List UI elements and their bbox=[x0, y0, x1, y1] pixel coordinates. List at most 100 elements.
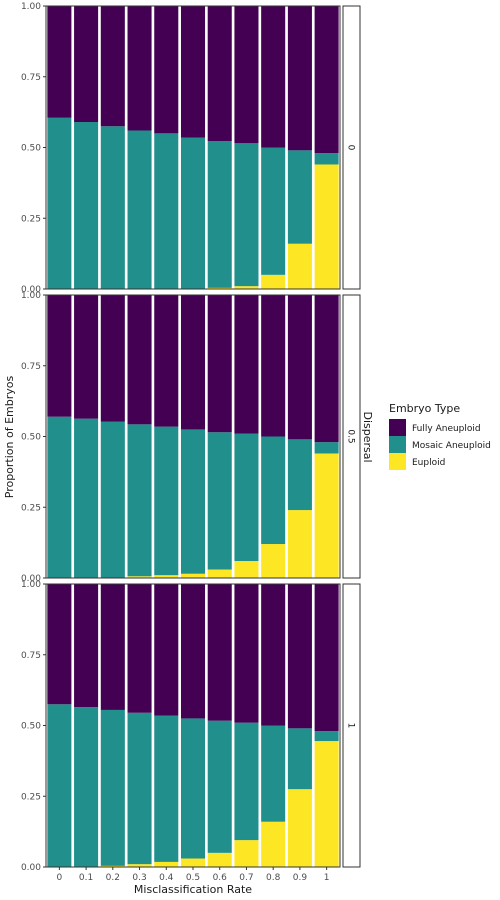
bar-mosaic-1-0.5 bbox=[180, 718, 206, 859]
bar-euploid-0.5-0.5 bbox=[180, 573, 206, 578]
facet-panel-0: 0.00 0.25 0.50 0.75 1.00 0 bbox=[21, 2, 361, 295]
facet-strip-title: Dispersal bbox=[361, 411, 374, 462]
bar-mosaic-1-0.4 bbox=[154, 715, 179, 862]
y-tick-label: 0.50 bbox=[21, 433, 41, 443]
x-tick-label: 0.9 bbox=[293, 873, 308, 883]
bar-fully-1-0 bbox=[47, 584, 72, 705]
bar-mosaic-1-0.7 bbox=[234, 722, 259, 841]
bar-fully-0-0.7 bbox=[234, 6, 259, 144]
bar-fully-0-0.4 bbox=[154, 6, 179, 134]
x-tick-label: 0.4 bbox=[159, 873, 174, 883]
legend-label: Euploid bbox=[412, 458, 445, 468]
bar-euploid-0-0.6 bbox=[207, 287, 232, 289]
bar-fully-0.5-0 bbox=[47, 295, 72, 417]
y-tick-label: 0.50 bbox=[21, 722, 41, 732]
bar-fully-1-0.3 bbox=[127, 584, 152, 713]
bar-euploid-0.5-0.6 bbox=[207, 569, 232, 578]
bar-mosaic-0-0.3 bbox=[127, 130, 152, 289]
bar-mosaic-0-0.6 bbox=[207, 140, 232, 288]
bar-mosaic-0-1 bbox=[314, 153, 339, 165]
y-tick-label: 1.00 bbox=[21, 291, 41, 301]
bar-euploid-1-0.8 bbox=[261, 821, 286, 867]
legend: Embryo Type Fully Aneuploid Mosaic Aneupl… bbox=[389, 402, 491, 470]
x-axis: 0 0.1 0.2 0.3 0.4 0.5 0.6 0.7 0.8 0.9 1 bbox=[56, 867, 330, 883]
facet-strip-label: 1 bbox=[346, 723, 356, 729]
legend-title: Embryo Type bbox=[389, 402, 460, 415]
bar-fully-0-0.8 bbox=[261, 6, 286, 148]
bar-euploid-1-0.6 bbox=[207, 852, 232, 867]
bar-euploid-1-0.5 bbox=[180, 858, 206, 867]
bar-mosaic-0.5-1 bbox=[314, 442, 339, 454]
legend-label: Fully Aneuploid bbox=[412, 424, 481, 434]
bar-mosaic-0-0.7 bbox=[234, 143, 259, 287]
x-tick-label: 0.7 bbox=[239, 873, 253, 883]
bar-fully-0.5-1 bbox=[314, 295, 339, 443]
x-axis-title: Misclassification Rate bbox=[134, 883, 252, 896]
facet-strip-label: 0.5 bbox=[346, 429, 356, 443]
bar-mosaic-1-0.9 bbox=[287, 728, 312, 790]
bar-fully-0-0.6 bbox=[207, 6, 232, 141]
y-tick-label: 0.50 bbox=[21, 144, 41, 154]
bar-euploid-1-0.9 bbox=[287, 789, 312, 867]
bar-euploid-0.5-0.9 bbox=[287, 510, 312, 578]
bar-fully-0-0.3 bbox=[127, 6, 152, 131]
bar-fully-0-1 bbox=[314, 6, 339, 154]
bar-mosaic-0.5-0.4 bbox=[154, 426, 179, 576]
bar-euploid-0.5-0.7 bbox=[234, 561, 259, 578]
bar-fully-1-0.1 bbox=[74, 584, 99, 708]
bar-mosaic-0.5-0.8 bbox=[261, 436, 286, 545]
facet-panel-0.5: 0.00 0.25 0.50 0.75 1.00 0.5 bbox=[21, 291, 361, 584]
bar-euploid-1-0.2 bbox=[100, 865, 125, 867]
facet-strip bbox=[342, 5, 361, 290]
bar-mosaic-1-0.3 bbox=[127, 712, 152, 865]
y-tick-label: 0.25 bbox=[21, 792, 41, 802]
x-tick-label: 0 bbox=[56, 873, 62, 883]
bar-fully-0.5-0.9 bbox=[287, 295, 312, 440]
facet-panels: 0.00 0.25 0.50 0.75 1.00 0 0.00 0.25 0.50 0.75 1.0… bbox=[21, 2, 361, 873]
bar-mosaic-1-0 bbox=[47, 704, 72, 867]
bar-fully-0.5-0.3 bbox=[127, 295, 152, 425]
y-tick-label: 0.00 bbox=[21, 574, 41, 584]
bar-fully-0.5-0.6 bbox=[207, 295, 232, 433]
x-tick-label: 0.3 bbox=[132, 873, 146, 883]
bar-euploid-0.5-1 bbox=[314, 453, 339, 578]
bar-mosaic-1-0.8 bbox=[261, 725, 286, 822]
bar-mosaic-1-0.2 bbox=[100, 709, 125, 866]
bar-mosaic-1-0.6 bbox=[207, 720, 232, 853]
x-tick-label: 0.5 bbox=[186, 873, 200, 883]
y-tick-label: 0.75 bbox=[21, 651, 41, 661]
bar-fully-0-0.5 bbox=[180, 6, 206, 138]
bar-euploid-0.5-0.3 bbox=[127, 576, 152, 578]
bar-mosaic-0-0.5 bbox=[180, 137, 206, 289]
bar-fully-0.5-0.2 bbox=[100, 295, 125, 422]
bar-fully-0.5-0.4 bbox=[154, 295, 179, 427]
bar-mosaic-0-0 bbox=[47, 117, 72, 289]
bar-fully-1-0.6 bbox=[207, 584, 232, 721]
bar-euploid-0.5-0.8 bbox=[261, 544, 286, 578]
x-tick-label: 0.8 bbox=[266, 873, 281, 883]
bar-mosaic-0-0.4 bbox=[154, 133, 179, 289]
legend-label: Mosaic Aneuploid bbox=[412, 441, 491, 451]
bar-mosaic-0.5-0.9 bbox=[287, 439, 312, 511]
y-tick-label: 0.75 bbox=[21, 362, 41, 372]
bar-fully-0.5-0.5 bbox=[180, 295, 206, 430]
bar-euploid-1-0.7 bbox=[234, 840, 259, 867]
bar-fully-0-0.9 bbox=[287, 6, 312, 151]
bar-euploid-0.5-0.4 bbox=[154, 575, 179, 578]
bar-fully-1-1 bbox=[314, 584, 339, 732]
x-tick-label: 0.2 bbox=[106, 873, 120, 883]
bar-mosaic-0-0.9 bbox=[287, 150, 312, 244]
bar-euploid-1-0.4 bbox=[154, 861, 179, 867]
legend-swatch bbox=[389, 453, 406, 470]
bar-mosaic-0.5-0.7 bbox=[234, 433, 259, 562]
bar-fully-0.5-0.7 bbox=[234, 295, 259, 434]
facet-strip-label: 0 bbox=[346, 145, 356, 151]
facet-strip bbox=[342, 583, 361, 868]
bar-fully-1-0.9 bbox=[287, 584, 312, 729]
bar-mosaic-0.5-0 bbox=[47, 416, 72, 578]
facet-panel-1: 0.00 0.25 0.50 0.75 1.00 1 bbox=[21, 580, 361, 873]
facet-strip bbox=[342, 294, 361, 579]
bar-euploid-0-1 bbox=[314, 164, 339, 289]
bar-fully-0.5-0.8 bbox=[261, 295, 286, 437]
bar-euploid-0-0.9 bbox=[287, 243, 312, 289]
